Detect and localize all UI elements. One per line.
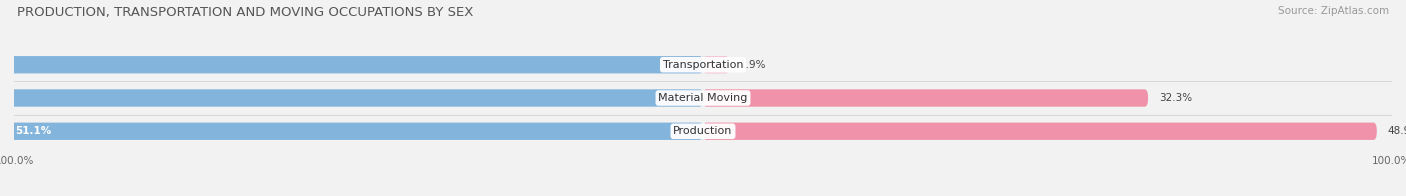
FancyBboxPatch shape <box>0 123 703 140</box>
Text: Source: ZipAtlas.com: Source: ZipAtlas.com <box>1278 6 1389 16</box>
FancyBboxPatch shape <box>0 123 1376 140</box>
FancyBboxPatch shape <box>0 89 1149 107</box>
Text: 32.3%: 32.3% <box>1159 93 1192 103</box>
FancyBboxPatch shape <box>0 56 703 73</box>
FancyBboxPatch shape <box>703 89 1149 107</box>
Text: Material Moving: Material Moving <box>658 93 748 103</box>
FancyBboxPatch shape <box>703 123 1376 140</box>
FancyBboxPatch shape <box>703 56 730 73</box>
FancyBboxPatch shape <box>0 89 703 107</box>
Text: PRODUCTION, TRANSPORTATION AND MOVING OCCUPATIONS BY SEX: PRODUCTION, TRANSPORTATION AND MOVING OC… <box>17 6 474 19</box>
Text: Transportation: Transportation <box>662 60 744 70</box>
Text: 51.1%: 51.1% <box>15 126 52 136</box>
Text: 48.9%: 48.9% <box>1388 126 1406 136</box>
Text: Production: Production <box>673 126 733 136</box>
FancyBboxPatch shape <box>0 56 730 73</box>
Text: 1.9%: 1.9% <box>740 60 766 70</box>
